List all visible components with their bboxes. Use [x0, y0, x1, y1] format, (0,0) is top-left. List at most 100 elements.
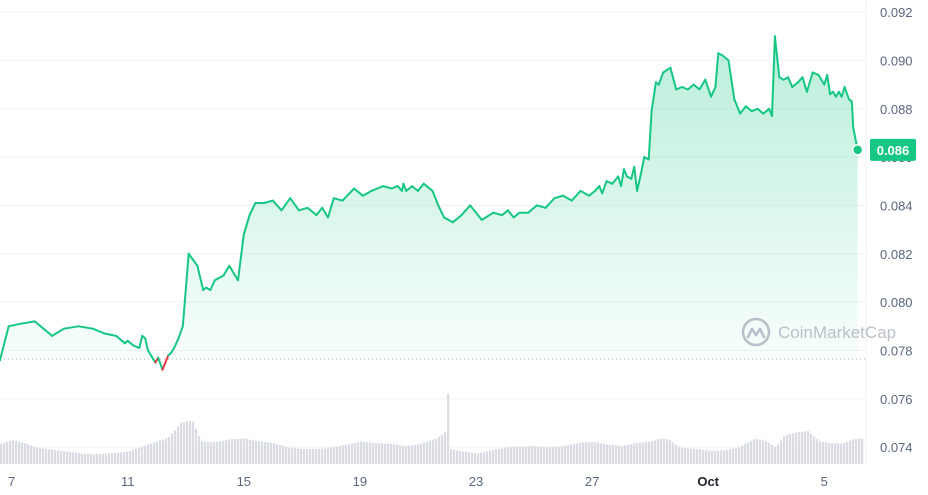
- current-price-dot: [851, 144, 864, 156]
- volume-bar: [636, 442, 639, 464]
- price-line-segment: [297, 206, 309, 212]
- volume-bar: [501, 448, 504, 464]
- price-line-segment: [527, 204, 538, 214]
- price-line-segment: [460, 204, 472, 217]
- price-line-segment: [173, 337, 180, 349]
- volume-bar: [783, 436, 786, 464]
- volume-bar: [645, 442, 648, 464]
- volume-bar: [513, 447, 516, 464]
- price-line-segment: [144, 337, 149, 352]
- volume-bar: [6, 441, 9, 464]
- volume-bar: [90, 454, 93, 464]
- price-line-segment: [801, 76, 808, 93]
- volume-bar: [108, 453, 111, 464]
- price-line-segment: [237, 233, 245, 282]
- volume-bar: [435, 438, 438, 464]
- price-line-segment: [248, 202, 257, 217]
- volume-bar: [168, 437, 171, 464]
- price-line-segment: [744, 105, 753, 113]
- volume-bar: [156, 441, 159, 464]
- volume-bar: [276, 443, 279, 464]
- volume-bar: [519, 446, 522, 464]
- volume-bar: [723, 450, 726, 464]
- volume-bar: [234, 439, 237, 464]
- volume-bar: [396, 444, 399, 464]
- volume-bar: [639, 442, 642, 464]
- volume-bar: [147, 444, 150, 464]
- volume-bar: [228, 439, 231, 464]
- volume-bar: [51, 449, 54, 464]
- volume-bar: [198, 436, 201, 464]
- price-line-segment: [636, 170, 643, 192]
- volume-bar: [657, 439, 660, 464]
- price-line-segment: [721, 54, 730, 62]
- price-line-segment: [512, 211, 521, 219]
- volume-bar: [717, 450, 720, 464]
- volume-bar: [798, 432, 801, 464]
- volume-bar: [825, 442, 828, 464]
- volume-bar: [840, 443, 843, 464]
- volume-bar: [582, 442, 585, 464]
- volume-bar: [15, 440, 18, 464]
- volume-bar: [843, 443, 846, 464]
- price-line-segment: [756, 107, 765, 115]
- volume-bar: [651, 441, 654, 464]
- volume-bar: [564, 445, 567, 464]
- volume-bar: [624, 445, 627, 464]
- price-line-segment: [77, 325, 94, 330]
- price-line-segment: [138, 334, 144, 349]
- volume-bar: [735, 447, 738, 464]
- volume-bar: [306, 449, 309, 464]
- volume-bar: [549, 447, 552, 464]
- volume-bar: [834, 443, 837, 464]
- volume-bar: [231, 439, 234, 464]
- volume-bar: [525, 446, 528, 464]
- price-line-segment: [739, 105, 747, 115]
- volume-bar: [186, 421, 189, 464]
- volume-bar: [615, 445, 618, 464]
- volume-bar: [759, 439, 762, 464]
- volume-bar: [399, 445, 402, 464]
- volume-bar: [387, 443, 390, 464]
- volume-bar: [609, 444, 612, 464]
- volume-bar: [72, 452, 75, 464]
- volume-bar: [27, 444, 30, 464]
- price-line-segment: [405, 185, 414, 192]
- volume-bar: [552, 447, 555, 464]
- x-tick-label: 5: [821, 474, 828, 489]
- volume-bar: [192, 421, 195, 464]
- volume-bar: [39, 448, 42, 464]
- y-axis: 0.092 0.090 0.088 0.086 0.084 0.082 0.080 0.078…: [880, 5, 913, 455]
- volume-bar: [459, 450, 462, 464]
- volume-bar: [204, 441, 207, 464]
- coinmarketcap-watermark: CoinMarketCap: [741, 317, 896, 347]
- volume-bar: [711, 450, 714, 464]
- price-line-segment: [681, 86, 689, 91]
- volume-bar: [99, 453, 102, 464]
- price-line-segment: [852, 127, 858, 144]
- price-line-segment: [826, 73, 832, 96]
- volume-bar: [390, 443, 393, 464]
- price-line-segment: [321, 206, 329, 219]
- volume-bar: [498, 448, 501, 464]
- volume-bar: [573, 443, 576, 464]
- volume-bar: [729, 449, 732, 464]
- price-line-segment: [161, 361, 167, 371]
- price-area-fill: [0, 36, 858, 370]
- volume-bar: [654, 440, 657, 464]
- volume-bar: [270, 442, 273, 464]
- volume-bar: [129, 450, 132, 464]
- volume-bar: [579, 442, 582, 464]
- volume-bar: [483, 452, 486, 464]
- volume-bar: [78, 453, 81, 464]
- volume-bar: [372, 442, 375, 464]
- y-tick-label: 0.078: [880, 343, 913, 358]
- price-line-segment: [263, 199, 274, 204]
- volume-bar: [429, 440, 432, 464]
- volume-bar: [612, 445, 615, 464]
- volume-bar: [423, 442, 426, 464]
- price-line-segment: [805, 71, 814, 93]
- volume-bar: [444, 432, 447, 464]
- volume-bar: [633, 443, 636, 464]
- price-line-segment: [469, 204, 483, 221]
